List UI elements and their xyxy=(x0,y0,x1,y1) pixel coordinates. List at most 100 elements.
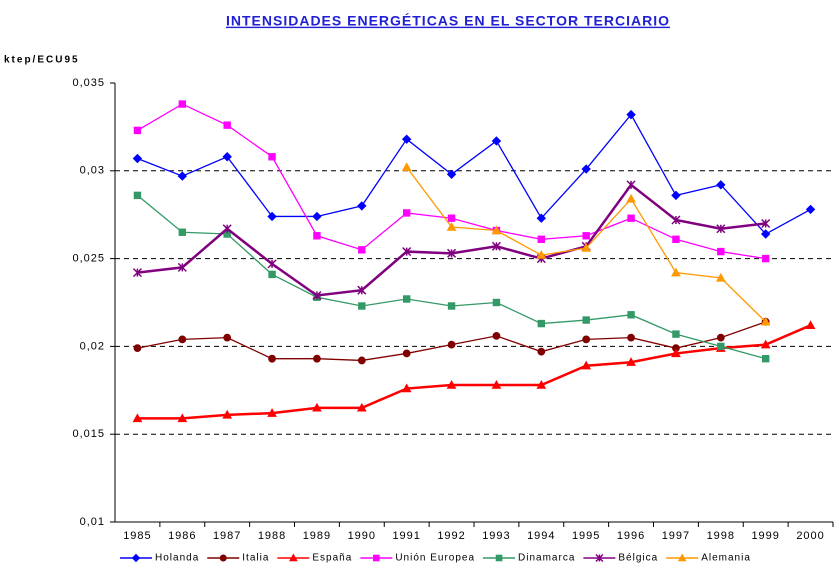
series-line xyxy=(137,183,766,297)
marker xyxy=(313,354,321,363)
x-tick-label: 1998 xyxy=(707,530,735,542)
marker xyxy=(717,342,725,351)
marker xyxy=(131,553,141,563)
marker xyxy=(536,380,547,389)
y-tick-label: 0,015 xyxy=(72,428,105,440)
x-tick-label: 1995 xyxy=(572,530,600,542)
legend-label: Alemania xyxy=(701,553,751,564)
marker xyxy=(222,409,233,419)
marker xyxy=(132,413,143,423)
x-tick-label: 1988 xyxy=(258,530,286,542)
marker xyxy=(357,285,367,295)
marker xyxy=(446,221,457,231)
x-tick-label: 1996 xyxy=(617,530,645,542)
marker xyxy=(177,262,187,272)
marker xyxy=(716,224,726,234)
marker xyxy=(447,302,456,310)
marker xyxy=(402,349,411,358)
legend-label: España xyxy=(312,553,352,564)
legend-label: Dinamarca xyxy=(518,553,575,564)
marker xyxy=(222,152,232,162)
marker xyxy=(133,126,142,135)
legend-label: Italia xyxy=(242,553,269,564)
x-tick-label: 1994 xyxy=(527,530,555,542)
marker xyxy=(401,383,412,393)
marker xyxy=(537,319,546,328)
marker xyxy=(219,554,227,562)
marker xyxy=(582,335,591,344)
marker xyxy=(672,330,680,338)
marker xyxy=(627,214,635,222)
marker xyxy=(223,333,232,342)
marker xyxy=(132,268,142,278)
marker xyxy=(491,380,502,389)
x-tick-label: 1990 xyxy=(348,530,376,542)
marker xyxy=(132,153,143,164)
marker xyxy=(671,190,681,201)
marker xyxy=(760,339,771,349)
marker xyxy=(537,347,546,356)
marker xyxy=(626,109,636,120)
marker xyxy=(492,298,501,307)
marker xyxy=(536,250,547,259)
marker xyxy=(402,247,412,257)
y-tick-label: 0,03 xyxy=(80,165,105,177)
marker xyxy=(761,354,770,363)
marker xyxy=(491,225,502,235)
marker xyxy=(627,311,635,319)
marker xyxy=(671,215,681,225)
marker xyxy=(267,408,277,417)
marker xyxy=(357,356,366,365)
marker xyxy=(582,316,590,324)
marker xyxy=(536,213,547,223)
marker xyxy=(761,254,770,263)
marker xyxy=(537,235,546,243)
marker xyxy=(805,204,816,215)
marker xyxy=(223,121,231,129)
marker xyxy=(312,211,322,222)
marker xyxy=(671,348,681,358)
marker xyxy=(446,380,457,389)
marker xyxy=(761,218,771,229)
marker xyxy=(267,259,277,269)
x-tick-label: 1992 xyxy=(437,530,465,542)
marker xyxy=(401,134,412,144)
marker xyxy=(717,247,725,256)
marker xyxy=(402,295,411,303)
legend-label: Holanda xyxy=(155,553,199,564)
marker xyxy=(312,290,322,301)
x-tick-label: 1997 xyxy=(662,530,690,542)
marker xyxy=(805,320,816,330)
marker xyxy=(491,241,501,251)
marker xyxy=(133,344,142,353)
marker xyxy=(289,553,298,562)
marker xyxy=(267,211,277,222)
marker xyxy=(313,232,321,240)
marker xyxy=(492,331,501,340)
marker xyxy=(626,180,636,190)
y-tick-label: 0,01 xyxy=(80,516,105,528)
marker xyxy=(447,340,456,349)
marker xyxy=(312,402,322,412)
marker xyxy=(760,229,771,239)
marker xyxy=(268,270,276,279)
marker xyxy=(178,228,187,236)
x-tick-label: 2000 xyxy=(796,530,824,542)
x-tick-label: 1999 xyxy=(751,530,779,542)
marker xyxy=(373,554,380,562)
marker xyxy=(672,235,680,243)
marker xyxy=(582,232,590,240)
x-tick-label: 1985 xyxy=(123,530,151,542)
y-tick-label: 0,02 xyxy=(80,340,105,352)
x-tick-label: 1987 xyxy=(213,530,241,542)
marker xyxy=(495,554,503,562)
marker xyxy=(671,267,681,277)
marker xyxy=(177,171,188,181)
marker xyxy=(581,360,592,370)
x-tick-label: 1991 xyxy=(392,530,420,542)
marker xyxy=(581,164,591,174)
marker xyxy=(402,209,411,217)
marker xyxy=(178,335,187,344)
marker xyxy=(626,193,636,203)
